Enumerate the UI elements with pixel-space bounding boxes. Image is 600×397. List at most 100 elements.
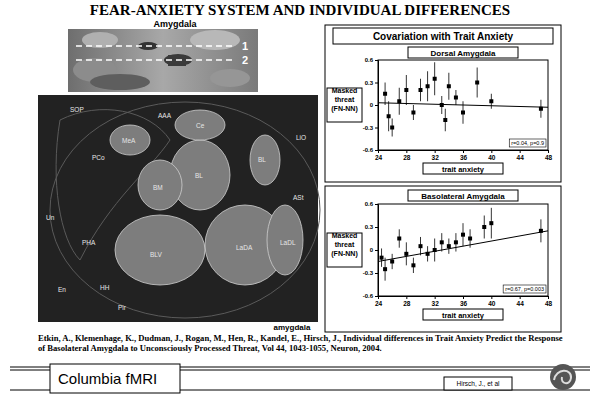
- chart: Covariation with Trait Anxiety Dorsal Amy…: [325, 25, 561, 182]
- atlas-label: LaDL: [280, 239, 296, 246]
- x-tick: 40: [488, 150, 496, 161]
- x-tick-mark: [406, 150, 407, 153]
- data-point: [419, 244, 423, 248]
- background: [0, 0, 600, 397]
- atlas-label: ASt: [293, 194, 304, 201]
- y-axis: -0.6-0.300.30.6: [363, 57, 379, 153]
- trend-line: [378, 231, 548, 262]
- atlas-caption: amygdala: [274, 323, 311, 332]
- marks: [378, 208, 548, 281]
- x-tick-mark: [520, 296, 521, 299]
- citation: Etkin, A., Klemenhage, K., Dudman, J., R…: [38, 333, 563, 353]
- fmri-texture: [210, 69, 250, 87]
- atlas-label: HH: [100, 284, 110, 291]
- y-tick-label: -0.6: [363, 293, 374, 299]
- x-tick-mark: [463, 150, 464, 153]
- data-point: [397, 237, 401, 241]
- y-tick: 0.3: [365, 224, 378, 230]
- x-tick-mark: [491, 150, 492, 153]
- data-point: [426, 84, 430, 88]
- atlas-region: [110, 125, 150, 155]
- fmri-label: Amygdala: [153, 19, 197, 29]
- y-axis-title: Maskedthreat(FN-NN): [331, 232, 357, 258]
- slice-line: [76, 59, 236, 61]
- y-tick: 0.6: [365, 57, 378, 63]
- y-label-box: [327, 233, 362, 267]
- y-tick-mark: [375, 83, 378, 84]
- x-tick-mark: [548, 150, 549, 153]
- logo: [550, 364, 576, 390]
- data-point: [397, 99, 401, 103]
- x-tick: 36: [460, 296, 468, 307]
- data-point: [380, 256, 384, 260]
- x-tick-label: 24: [375, 300, 383, 307]
- y-tick: 0.3: [365, 80, 378, 86]
- atlas-label: Pir: [118, 304, 127, 311]
- x-tick-label: 44: [517, 154, 525, 161]
- data-point: [440, 103, 444, 107]
- slide-title: FEAR-ANXIETY SYSTEM AND INDIVIDUAL DIFFE…: [90, 2, 510, 18]
- atlas-label: LaDA: [236, 244, 253, 251]
- y-tick-label: 0: [370, 102, 374, 108]
- data-point: [433, 77, 437, 81]
- panel-heading: Covariation with Trait Anxiety: [373, 31, 514, 42]
- x-tick-label: 44: [517, 300, 525, 307]
- y-tick-mark: [375, 204, 378, 205]
- fmri-texture: [90, 74, 150, 90]
- x-tick: 24: [375, 150, 383, 161]
- y-tick-label: 0.6: [365, 57, 374, 63]
- x-tick-label: 32: [432, 300, 440, 307]
- slice-label: 1: [242, 40, 248, 52]
- data-point: [475, 81, 479, 85]
- y-tick-mark: [375, 273, 378, 274]
- y-tick-mark: [375, 250, 378, 251]
- logo-swirl: [554, 371, 571, 383]
- chart-title-box: [408, 47, 518, 58]
- credit-label: Hirsch, J., et al: [457, 380, 501, 387]
- footer-label: Columbia fMRI: [58, 370, 157, 387]
- data-point: [461, 233, 465, 237]
- chart-title-box: [408, 190, 518, 201]
- y-tick-label: 0.6: [365, 201, 374, 207]
- atlas-label: BLV: [150, 251, 162, 258]
- y-tick-label: 0: [370, 247, 374, 253]
- atlas-label: Ce: [196, 122, 205, 129]
- atlas-outline: [50, 102, 320, 318]
- x-tick-mark: [435, 296, 436, 299]
- annotation-box: [509, 139, 546, 147]
- data-point: [440, 240, 444, 244]
- x-tick-label: 36: [460, 300, 468, 307]
- fmri-texture: [190, 30, 240, 50]
- y-tick-mark: [375, 150, 378, 151]
- x-tick-label: 28: [403, 154, 411, 161]
- data-point: [387, 114, 391, 118]
- x-axis-title: trait anxiety: [442, 165, 485, 174]
- annotation-text: r=0.67, p=0.003: [505, 286, 544, 292]
- data-point: [419, 88, 423, 92]
- atlas-label: PHA: [82, 239, 96, 246]
- atlas-region: [138, 160, 182, 210]
- data-point: [482, 225, 486, 229]
- x-tick-label: 32: [432, 154, 440, 161]
- y-tick: -0.6: [363, 147, 378, 153]
- annotation-box: [503, 285, 546, 293]
- annotation: r=0.67, p=0.003: [503, 285, 546, 293]
- x-tick: 48: [545, 296, 553, 307]
- credit-box: [444, 377, 512, 390]
- slice-line: [76, 45, 236, 47]
- atlas-label: En: [58, 286, 66, 293]
- data-point: [404, 252, 408, 256]
- data-point: [411, 263, 415, 267]
- plot-frame: [378, 60, 548, 150]
- data-point: [489, 221, 493, 225]
- chart-title: Dorsal Amygdala: [430, 49, 496, 58]
- x-tick: 40: [488, 296, 496, 307]
- y-tick-label: -0.3: [363, 270, 374, 276]
- panel-box: [325, 186, 561, 332]
- data-point: [383, 92, 387, 96]
- x-tick-mark: [406, 296, 407, 299]
- x-tick-label: 28: [403, 300, 411, 307]
- y-tick-mark: [375, 227, 378, 228]
- x-tick-mark: [435, 150, 436, 153]
- x-tick: 36: [460, 150, 468, 161]
